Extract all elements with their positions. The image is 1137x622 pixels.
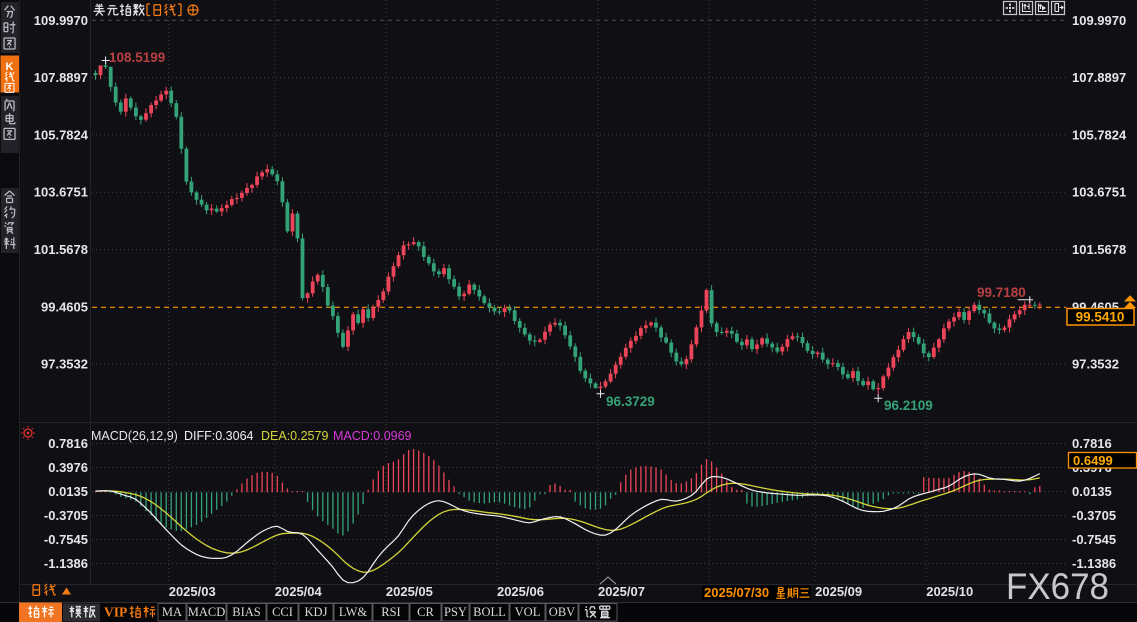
svg-text:105.7824: 105.7824 <box>1072 127 1127 142</box>
svg-text:103.6751: 103.6751 <box>1072 185 1126 200</box>
svg-text:BIAS: BIAS <box>232 605 261 619</box>
svg-text:109.9970: 109.9970 <box>34 13 88 28</box>
svg-text:2025/07/30: 2025/07/30 <box>704 585 769 600</box>
svg-text:2025/07: 2025/07 <box>598 584 645 599</box>
svg-text:-1.1386: -1.1386 <box>1072 556 1116 571</box>
svg-text:-0.3705: -0.3705 <box>1072 508 1116 523</box>
svg-text:99.7180: 99.7180 <box>977 285 1026 300</box>
svg-text:MACD: MACD <box>188 605 226 619</box>
svg-text:2025/03: 2025/03 <box>169 584 216 599</box>
svg-text:105.7824: 105.7824 <box>34 127 89 142</box>
svg-text:-0.7545: -0.7545 <box>44 532 88 547</box>
svg-text:KDJ: KDJ <box>305 605 328 619</box>
svg-text:108.5199: 108.5199 <box>109 50 165 65</box>
svg-text:VIP: VIP <box>104 605 127 620</box>
svg-text:OBV: OBV <box>549 605 575 619</box>
svg-text:MACD(26,12,9): MACD(26,12,9) <box>91 429 178 443</box>
svg-text:97.3532: 97.3532 <box>1072 357 1119 372</box>
svg-text:2025/05: 2025/05 <box>386 584 433 599</box>
svg-text:0.0135: 0.0135 <box>1072 484 1112 499</box>
svg-text:-0.7545: -0.7545 <box>1072 532 1116 547</box>
svg-text:DEA:0.2579: DEA:0.2579 <box>261 429 328 443</box>
svg-text:107.8897: 107.8897 <box>34 70 88 85</box>
svg-text:0.0135: 0.0135 <box>48 484 88 499</box>
svg-text:-1.1386: -1.1386 <box>44 556 88 571</box>
svg-text:97.3532: 97.3532 <box>41 357 88 372</box>
svg-text:96.3729: 96.3729 <box>606 394 655 409</box>
svg-text:2025/04: 2025/04 <box>275 584 323 599</box>
svg-text:0.3976: 0.3976 <box>48 460 88 475</box>
svg-text:109.9970: 109.9970 <box>1072 13 1126 28</box>
svg-text:DIFF:0.3064: DIFF:0.3064 <box>184 429 254 443</box>
svg-text:PSY: PSY <box>444 605 467 619</box>
svg-text:101.5678: 101.5678 <box>1072 242 1126 257</box>
svg-text:96.2109: 96.2109 <box>884 398 933 413</box>
svg-text:BOLL: BOLL <box>473 605 506 619</box>
svg-text:CCI: CCI <box>272 605 293 619</box>
svg-text:RSI: RSI <box>381 605 400 619</box>
svg-text:MA: MA <box>162 605 182 619</box>
svg-text:103.6751: 103.6751 <box>34 185 88 200</box>
svg-text:0.7816: 0.7816 <box>1072 436 1112 451</box>
svg-text:0.6499: 0.6499 <box>1073 453 1113 468</box>
svg-text:CR: CR <box>417 605 434 619</box>
svg-text:MACD:0.0969: MACD:0.0969 <box>333 429 412 443</box>
svg-text:2025/06: 2025/06 <box>497 584 544 599</box>
svg-text:FX678: FX678 <box>1006 566 1109 607</box>
svg-text:K: K <box>6 61 14 73</box>
svg-text:LW&: LW& <box>339 605 368 619</box>
svg-text:99.4605: 99.4605 <box>41 299 88 314</box>
svg-text:0.7816: 0.7816 <box>48 436 88 451</box>
svg-text:2025/09: 2025/09 <box>815 584 862 599</box>
svg-text:VOL: VOL <box>515 605 541 619</box>
svg-text:2025/10: 2025/10 <box>926 584 973 599</box>
svg-text:99.5410: 99.5410 <box>1076 310 1125 325</box>
svg-text:101.5678: 101.5678 <box>34 242 88 257</box>
svg-text:107.8897: 107.8897 <box>1072 70 1126 85</box>
svg-text:-0.3705: -0.3705 <box>44 508 88 523</box>
